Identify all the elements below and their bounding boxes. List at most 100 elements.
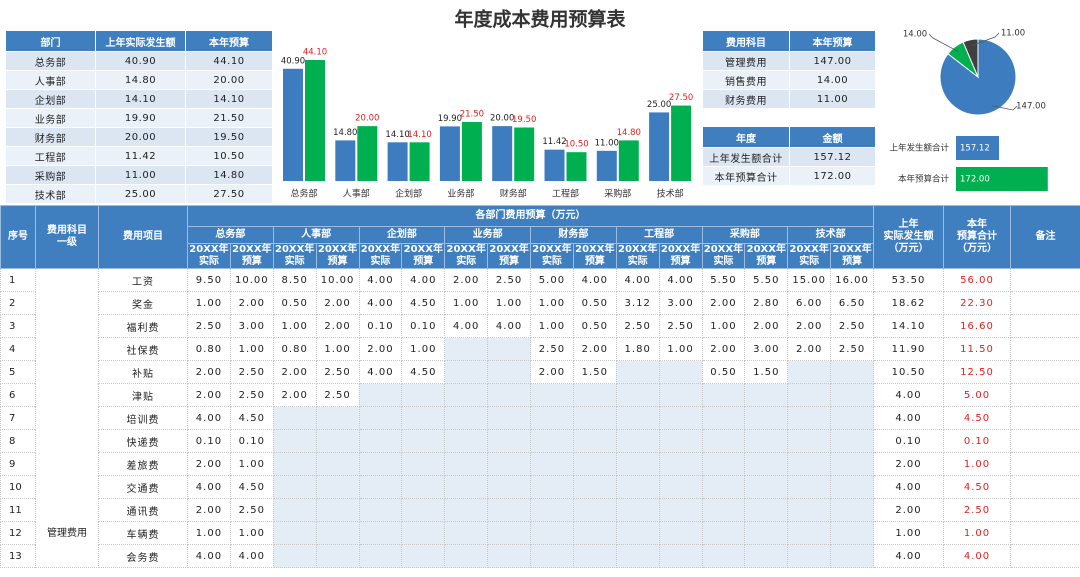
empty-cell	[701, 383, 746, 407]
value-cell: 2.00	[229, 291, 274, 315]
note-cell	[1010, 406, 1080, 430]
value-cell: 3.00	[658, 291, 703, 315]
header-cell: 年度	[702, 126, 790, 148]
header-cell: 费用科目 一级	[35, 205, 99, 269]
empty-cell	[787, 429, 832, 453]
x-tick-label: 工程部	[552, 188, 579, 200]
cell: 25.00	[95, 184, 186, 204]
sub-header: 20XX年 预算	[658, 243, 703, 269]
empty-cell	[444, 521, 489, 545]
note-cell	[1010, 429, 1080, 453]
seq-cell: 10	[0, 475, 36, 499]
this-year-cell: 1.00	[943, 521, 1011, 545]
item-cell: 工资	[98, 268, 188, 292]
header-cell: 本年预算	[185, 30, 273, 52]
value-label: 14.80	[617, 128, 641, 138]
bar	[596, 150, 617, 181]
value-label: 14.00	[903, 30, 927, 40]
note-cell	[1010, 314, 1080, 338]
bar	[544, 149, 565, 181]
note-cell	[1010, 521, 1080, 545]
x-tick-label: 人事部	[343, 188, 370, 200]
empty-cell	[444, 452, 489, 476]
item-cell: 快递费	[98, 429, 188, 453]
value-cell: 2.50	[229, 360, 274, 384]
data-row: 9 差旅费 2.00 1.00 2.00 1.00	[0, 452, 1080, 476]
empty-cell	[530, 406, 574, 430]
empty-cell	[615, 544, 660, 568]
seq-cell: 6	[0, 383, 36, 407]
empty-cell	[787, 406, 832, 430]
header-cell: 各部门费用预算（万元）	[187, 205, 874, 227]
empty-cell	[701, 406, 746, 430]
cell: 157.12	[789, 147, 876, 167]
cell: 采购部	[5, 165, 96, 185]
empty-cell	[401, 429, 446, 453]
empty-cell	[658, 521, 703, 545]
value-cell: 5.00	[530, 268, 574, 292]
value-cell: 2.00	[187, 452, 231, 476]
this-year-cell: 4.50	[943, 475, 1011, 499]
value-cell: 2.00	[272, 383, 317, 407]
this-year-cell: 11.50	[943, 337, 1011, 361]
dashboard-top: 年度成本费用预算表 总务部 人事部 企划部 业务部 财务部 工程部 采购部 技术部 40.90 1…	[281, 8, 1048, 200]
empty-cell	[830, 383, 874, 407]
value-cell: 3.12	[615, 291, 660, 315]
header-cell: 上年 实际发生额 （万元）	[873, 205, 944, 269]
this-year-cell: 4.00	[943, 544, 1011, 568]
value-label: 11.42	[542, 137, 566, 147]
empty-cell	[358, 498, 403, 522]
seq-cell: 5	[0, 360, 36, 384]
bar	[387, 142, 408, 181]
pie-slice	[939, 38, 1017, 116]
empty-cell	[315, 544, 360, 568]
cell: 11.42	[95, 146, 186, 166]
bar	[305, 60, 325, 181]
seq-cell: 11	[0, 498, 36, 522]
empty-cell	[444, 337, 489, 361]
last-year-cell: 4.00	[873, 544, 944, 568]
value-label: 21.50	[460, 110, 484, 120]
bar	[439, 126, 460, 181]
leader-line	[928, 33, 959, 53]
cell: 企划部	[5, 89, 96, 109]
empty-cell	[530, 429, 574, 453]
note-cell	[1010, 498, 1080, 522]
item-cell: 培训费	[98, 406, 188, 430]
empty-cell	[358, 452, 403, 476]
seq-cell: 4	[0, 337, 36, 361]
value-cell: 4.50	[229, 475, 274, 499]
empty-cell	[444, 544, 489, 568]
empty-cell	[830, 406, 874, 430]
value-cell: 2.00	[272, 360, 317, 384]
level1-cell: 管理费用	[35, 268, 99, 568]
empty-cell	[401, 498, 446, 522]
empty-cell	[272, 475, 317, 499]
empty-cell	[701, 475, 746, 499]
data-row: 13 会务费 4.00 4.00 4.00 4.00	[0, 544, 1080, 568]
header-cell: 部门	[5, 30, 96, 52]
empty-cell	[572, 383, 617, 407]
value-cell: 2.00	[315, 291, 360, 315]
value-cell: 4.00	[229, 544, 274, 568]
empty-cell	[530, 475, 574, 499]
header-cell: 序号	[0, 205, 36, 269]
value-cell: 1.00	[444, 291, 489, 315]
note-cell	[1010, 291, 1080, 315]
value-cell: 2.50	[830, 337, 874, 361]
dept-header: 人事部	[272, 226, 360, 244]
empty-cell	[487, 498, 531, 522]
cell: 21.50	[185, 108, 273, 128]
item-cell: 补贴	[98, 360, 188, 384]
empty-cell	[744, 383, 789, 407]
value-cell: 0.50	[272, 291, 317, 315]
empty-cell	[358, 429, 403, 453]
value-cell: 2.00	[187, 498, 231, 522]
value-cell: 0.10	[187, 429, 231, 453]
cell: 11.00	[95, 165, 186, 185]
empty-cell	[401, 521, 446, 545]
data-row: 8 快递费 0.10 0.10 0.10 0.10	[0, 429, 1080, 453]
row: 工程部 11.42 10.50	[5, 146, 273, 166]
value-cell: 2.00	[530, 360, 574, 384]
